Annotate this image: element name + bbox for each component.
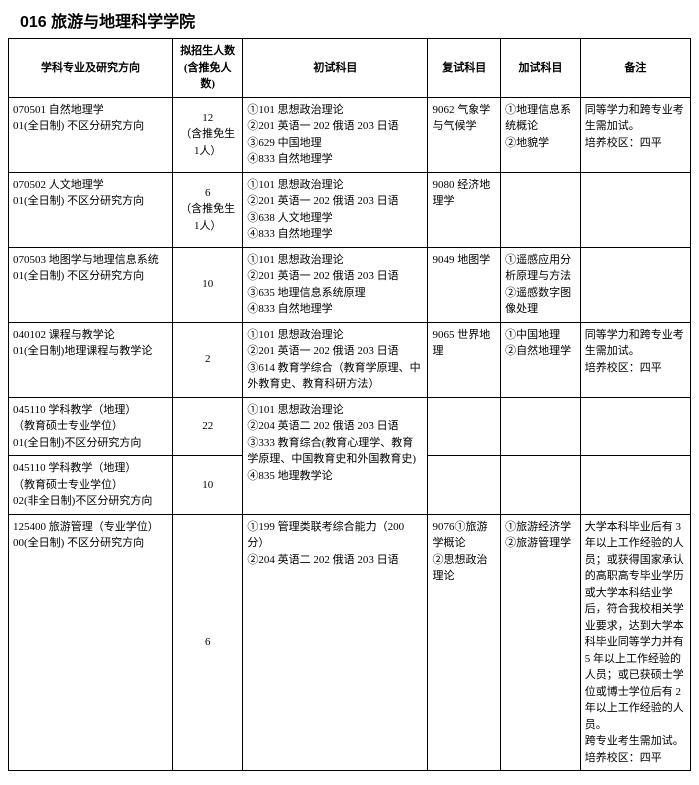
header-enroll: 拟招生人数 (含推免人数)	[173, 39, 243, 98]
header-prelim: 初试科目	[243, 39, 428, 98]
table-row: 045110 学科教学（地理） （教育硕士专业学位） 01(全日制)不区分研究方…	[9, 397, 691, 456]
cell-remark: 大学本科毕业后有 3 年以上工作经验的人员；或获得国家承认的高职高专毕业学历或大…	[580, 514, 690, 771]
cell-remark	[580, 397, 690, 456]
cell-retest: 9080 经济地理学	[428, 172, 501, 247]
cell-add: ①旅游经济学 ②旅游管理学	[501, 514, 581, 771]
cell-enroll: 2	[173, 322, 243, 397]
admissions-table: 学科专业及研究方向 拟招生人数 (含推免人数) 初试科目 复试科目 加试科目 备…	[8, 38, 691, 771]
cell-prelim: ①101 思想政治理论 ②201 英语一 202 俄语 203 日语 ③638 …	[243, 172, 428, 247]
cell-major: 040102 课程与教学论 01(全日制)地理课程与教学论	[9, 322, 173, 397]
cell-major: 070503 地图学与地理信息系统 01(全日制) 不区分研究方向	[9, 247, 173, 322]
cell-add	[501, 397, 581, 456]
cell-remark: 同等学力和跨专业考生需加试。 培养校区：四平	[580, 322, 690, 397]
cell-enroll: 12 （含推免生 1人）	[173, 97, 243, 172]
cell-retest: 9049 地图学	[428, 247, 501, 322]
cell-remark: 同等学力和跨专业考生需加试。 培养校区：四平	[580, 97, 690, 172]
page-title: 016 旅游与地理科学学院	[8, 8, 691, 32]
cell-retest	[428, 397, 501, 456]
cell-enroll: 10	[173, 247, 243, 322]
cell-prelim: ①101 思想政治理论 ②201 英语一 202 俄语 203 日语 ③629 …	[243, 97, 428, 172]
header-add: 加试科目	[501, 39, 581, 98]
cell-major: 070501 自然地理学 01(全日制) 不区分研究方向	[9, 97, 173, 172]
cell-major: 045110 学科教学（地理） （教育硕士专业学位） 01(全日制)不区分研究方…	[9, 397, 173, 456]
table-row: 070501 自然地理学 01(全日制) 不区分研究方向 12 （含推免生 1人…	[9, 97, 691, 172]
cell-prelim-merged: ①101 思想政治理论 ②204 英语二 202 俄语 203 日语 ③333 …	[243, 397, 428, 514]
cell-retest: 9065 世界地理	[428, 322, 501, 397]
cell-prelim: ①101 思想政治理论 ②201 英语一 202 俄语 203 日语 ③635 …	[243, 247, 428, 322]
cell-add: ①中国地理 ②自然地理学	[501, 322, 581, 397]
table-row: 040102 课程与教学论 01(全日制)地理课程与教学论 2 ①101 思想政…	[9, 322, 691, 397]
cell-add: ①遥感应用分析原理与方法 ②遥感数字图像处理	[501, 247, 581, 322]
cell-enroll: 10	[173, 456, 243, 515]
cell-retest	[428, 456, 501, 515]
cell-enroll: 6	[173, 514, 243, 771]
cell-remark	[580, 247, 690, 322]
cell-enroll: 22	[173, 397, 243, 456]
cell-major: 125400 旅游管理（专业学位） 00(全日制) 不区分研究方向	[9, 514, 173, 771]
cell-retest: 9076①旅游学概论 ②思想政治理论	[428, 514, 501, 771]
cell-enroll: 6 （含推免生 1人）	[173, 172, 243, 247]
table-row: 070503 地图学与地理信息系统 01(全日制) 不区分研究方向 10 ①10…	[9, 247, 691, 322]
cell-major: 070502 人文地理学 01(全日制) 不区分研究方向	[9, 172, 173, 247]
cell-retest: 9062 气象学与气候学	[428, 97, 501, 172]
table-header-row: 学科专业及研究方向 拟招生人数 (含推免人数) 初试科目 复试科目 加试科目 备…	[9, 39, 691, 98]
header-retest: 复试科目	[428, 39, 501, 98]
cell-prelim: ①199 管理类联考综合能力（200分） ②204 英语二 202 俄语 203…	[243, 514, 428, 771]
cell-remark	[580, 456, 690, 515]
cell-remark	[580, 172, 690, 247]
header-remark: 备注	[580, 39, 690, 98]
header-major: 学科专业及研究方向	[9, 39, 173, 98]
cell-add	[501, 456, 581, 515]
table-row: 125400 旅游管理（专业学位） 00(全日制) 不区分研究方向 6 ①199…	[9, 514, 691, 771]
cell-add: ①地理信息系统概论 ②地貌学	[501, 97, 581, 172]
cell-major: 045110 学科教学（地理） （教育硕士专业学位） 02(非全日制)不区分研究…	[9, 456, 173, 515]
cell-add	[501, 172, 581, 247]
cell-prelim: ①101 思想政治理论 ②201 英语一 202 俄语 203 日语 ③614 …	[243, 322, 428, 397]
table-row: 070502 人文地理学 01(全日制) 不区分研究方向 6 （含推免生 1人）…	[9, 172, 691, 247]
